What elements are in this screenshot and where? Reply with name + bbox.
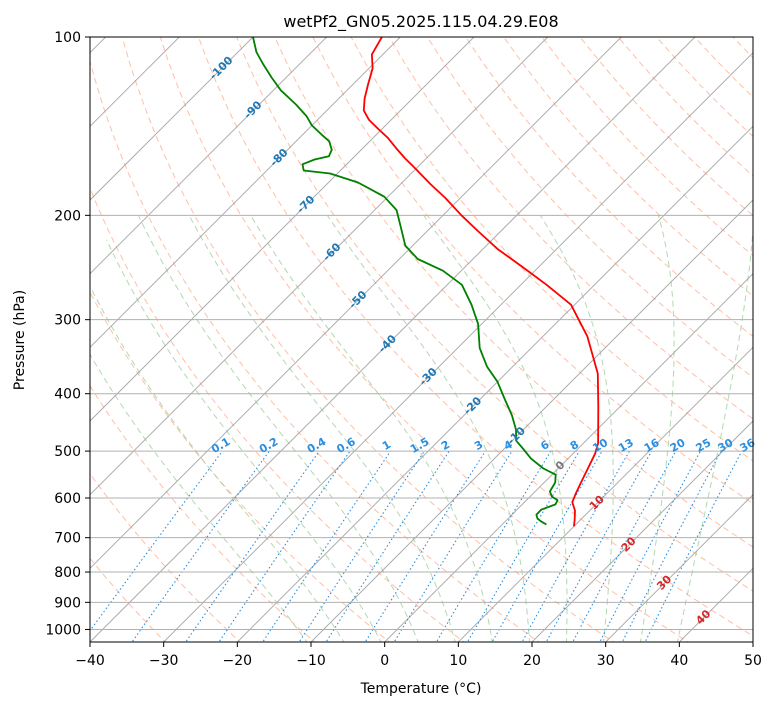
isotherm-line <box>236 125 753 642</box>
dry-adiabat-line <box>312 37 753 505</box>
mixing-ratio-line <box>393 450 513 642</box>
moist-adiabat-line <box>639 215 675 642</box>
dry-adiabat-line <box>159 37 690 642</box>
mixing-ratio-line <box>325 450 450 642</box>
moist-adiabat-line <box>90 285 345 642</box>
y-tick-label: 900 <box>54 595 81 611</box>
isotherm-line <box>531 420 753 642</box>
mixing-ratio-line <box>90 450 223 632</box>
dry-adiabat-line <box>426 37 753 378</box>
isotherm-line <box>90 37 254 201</box>
mixing-ratio-line <box>218 450 351 642</box>
data-lines <box>252 37 600 527</box>
isotherm-line <box>457 346 753 642</box>
x-tick-label: 40 <box>670 653 688 669</box>
x-tick-label: 0 <box>380 653 389 669</box>
x-tick-label: −10 <box>296 653 326 669</box>
x-tick-label: 10 <box>449 653 467 669</box>
mixing-ratio-line <box>262 450 392 642</box>
temperature-line <box>362 37 600 527</box>
mixing-ratio-line <box>466 450 580 642</box>
isotherm-line <box>90 37 475 422</box>
isotherm-line <box>383 272 753 642</box>
x-axis-title: Temperature (°C) <box>360 681 482 697</box>
y-axis-title: Pressure (hPa) <box>12 290 28 390</box>
dry-adiabat-line <box>90 186 465 642</box>
mixing-ratio-line <box>185 450 320 642</box>
background-lines <box>0 10 775 654</box>
x-tick-label: 50 <box>744 653 762 669</box>
plot-frame <box>89 36 754 643</box>
isotherm-line <box>90 37 623 570</box>
moist-adiabat-line <box>326 215 530 642</box>
isotherm-line <box>162 51 753 642</box>
mixing-ratio-line <box>572 450 677 642</box>
dry-adiabat-line <box>388 37 753 420</box>
isotherm-line <box>90 37 549 496</box>
moist-adiabat-line <box>106 239 382 642</box>
isotherm-line <box>90 37 696 642</box>
y-tick-label: 1000 <box>45 622 81 638</box>
y-axis: 1000 900 800 700 600 500 400 300 200 100 <box>45 30 90 638</box>
isotherm-line <box>310 199 753 642</box>
chart-title: wetPf2_GN05.2025.115.04.29.E08 <box>283 12 558 32</box>
x-tick-label: −20 <box>223 653 253 669</box>
isotherm-line <box>90 37 402 349</box>
y-tick-label: 100 <box>54 30 81 46</box>
mixing-ratio-line <box>599 450 701 642</box>
dewpoint-line <box>252 37 559 526</box>
y-tick-label: 400 <box>54 387 81 403</box>
plot-area <box>90 37 753 642</box>
dry-adiabat-line <box>198 37 753 637</box>
y-tick-label: 600 <box>54 491 81 507</box>
y-tick-label: 800 <box>54 565 81 581</box>
moist-adiabat-line <box>188 215 456 642</box>
y-tick-label: 500 <box>54 444 81 460</box>
dry-adiabat-line <box>274 37 753 548</box>
moist-adiabat-line <box>90 353 308 642</box>
x-axis: −40 −30 −20 −10 0 10 20 30 40 50 <box>75 642 762 669</box>
dry-adiabat-line <box>350 37 753 462</box>
mixing-ratio-line <box>131 450 270 642</box>
x-tick-label: −40 <box>75 653 105 669</box>
x-tick-label: 20 <box>523 653 541 669</box>
dry-adiabat-line <box>771 37 775 644</box>
y-tick-label: 300 <box>54 313 81 329</box>
x-tick-label: 30 <box>597 653 615 669</box>
mixing-ratio-line <box>621 450 722 642</box>
mixing-ratio-line <box>298 450 425 642</box>
moist-adiabat-line <box>539 215 614 642</box>
isotherm-line <box>0 10 59 654</box>
mixing-ratio-line <box>364 450 486 642</box>
moist-adiabat-line <box>137 215 419 642</box>
isotherm-line <box>604 493 753 642</box>
y-tick-label: 700 <box>54 531 81 547</box>
dry-adiabat-line <box>236 37 753 592</box>
isotherm-line <box>90 37 181 128</box>
moist-adiabat-line <box>423 215 568 642</box>
y-tick-label: 200 <box>54 208 81 224</box>
x-tick-label: −30 <box>149 653 179 669</box>
moist-adiabat-line <box>250 215 493 642</box>
isotherm-line <box>90 37 328 275</box>
